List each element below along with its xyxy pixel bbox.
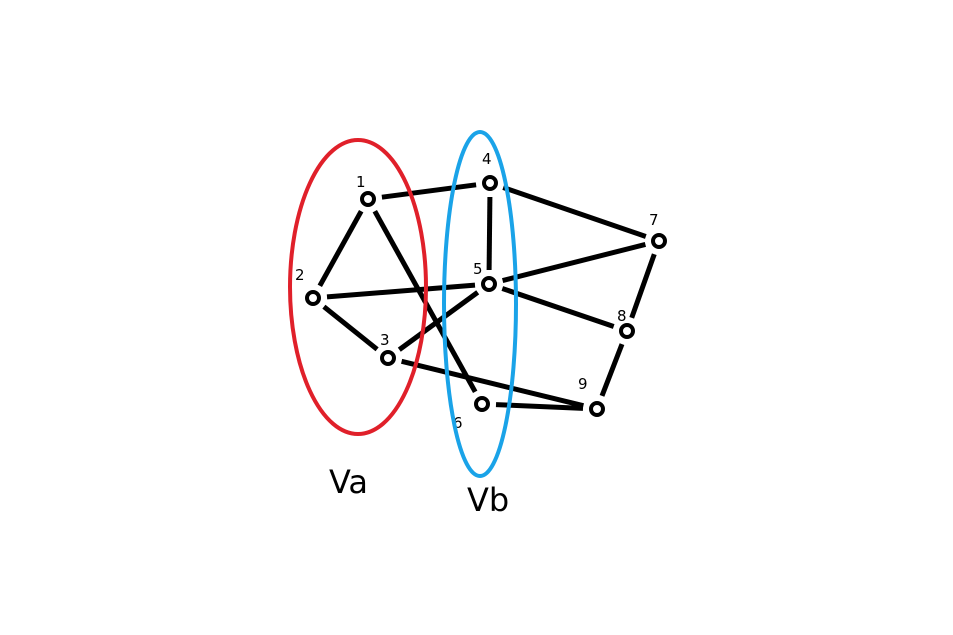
node-label-3: 3 (380, 331, 390, 349)
edge-1-4 (381, 182, 477, 200)
node-1 (360, 191, 376, 207)
node-label-1: 1 (356, 173, 366, 191)
set-va-label: Va (329, 463, 368, 501)
node-6 (474, 396, 490, 412)
node-9 (589, 401, 605, 417)
edges-layer (317, 182, 657, 411)
node-2 (305, 290, 321, 306)
node-label-6: 6 (453, 414, 463, 432)
edge-4-7 (502, 185, 647, 239)
node-8 (619, 323, 635, 339)
node-3 (380, 350, 396, 366)
edge-3-9 (401, 358, 584, 409)
edge-5-8 (501, 286, 615, 329)
edge-2-5 (326, 282, 476, 300)
set-vb-label: Vb (467, 481, 509, 519)
edge-5-7 (501, 241, 647, 284)
partition-sets-layer: Va Vb (288, 130, 518, 519)
node-label-4: 4 (482, 150, 492, 168)
node-label-9: 9 (578, 375, 588, 393)
edge-7-8 (629, 253, 657, 319)
node-label-7: 7 (649, 211, 659, 229)
node-7 (651, 233, 667, 249)
set-va-ellipse (288, 138, 428, 436)
set-vb-ellipse (442, 130, 518, 478)
edge-4-5 (486, 196, 493, 271)
edge-3-5 (397, 290, 480, 352)
node-labels-layer: 1 2 3 4 5 6 7 8 9 (295, 150, 659, 432)
edge-8-9 (599, 343, 625, 397)
node-label-5: 5 (473, 260, 483, 278)
edge-1-2 (317, 209, 364, 288)
nodes-layer (305, 175, 667, 417)
node-4 (482, 175, 498, 191)
edge-2-3 (322, 304, 379, 352)
node-5 (481, 276, 497, 292)
node-label-2: 2 (295, 266, 305, 284)
node-label-8: 8 (617, 307, 627, 325)
